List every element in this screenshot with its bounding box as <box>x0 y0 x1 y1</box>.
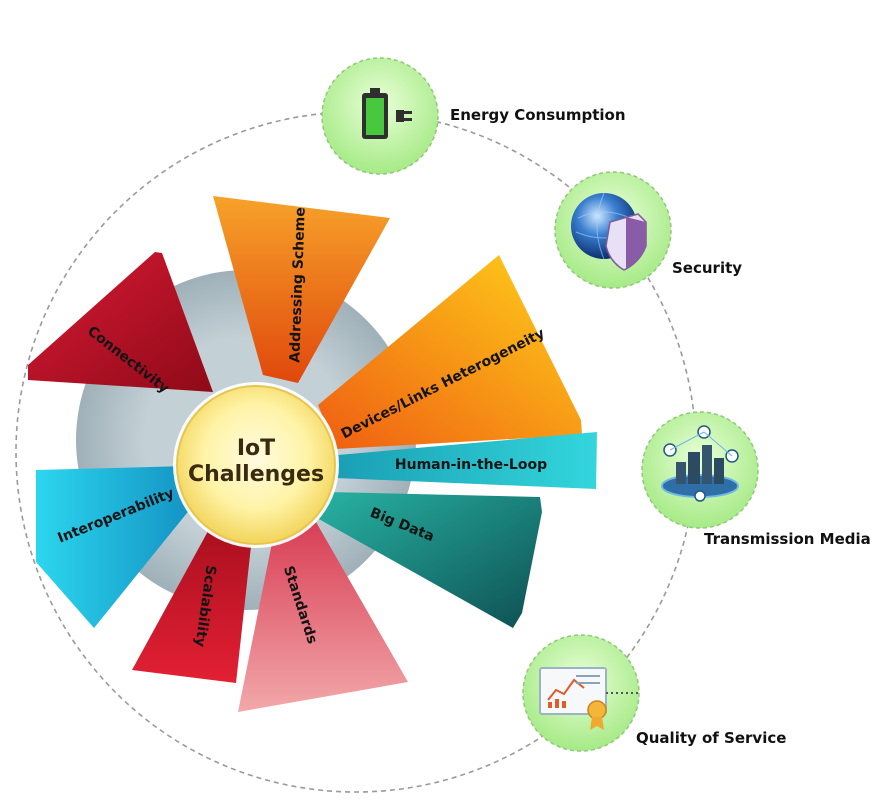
segment-scalability[interactable] <box>132 522 253 683</box>
label-energy-consumption: Energy Consumption <box>450 106 626 124</box>
segment-standards[interactable] <box>238 522 408 712</box>
segment-human-in-the-loop[interactable] <box>336 432 597 489</box>
segment-addressing-scheme[interactable] <box>213 196 390 383</box>
label-addressing-scheme: Addressing Scheme <box>287 207 308 363</box>
segment-big-data[interactable] <box>317 492 542 628</box>
external-energy-consumption[interactable]: Energy Consumption <box>321 57 626 175</box>
center-title-line2: Challenges <box>188 462 324 487</box>
external-quality-of-service[interactable]: Quality of Service <box>522 634 786 752</box>
center-hub: IoT Challenges <box>173 382 339 548</box>
globe-shield-icon <box>571 192 647 271</box>
segment-connectivity[interactable] <box>28 252 213 392</box>
label-transmission-media: Transmission Media <box>704 530 871 548</box>
battery-plug-icon <box>362 88 412 139</box>
segment-interoperability[interactable] <box>36 466 191 628</box>
label-security: Security <box>672 259 742 277</box>
segment-devices-heterogeneity[interactable] <box>318 255 582 449</box>
center-title-line1: IoT <box>237 436 275 461</box>
smart-city-wifi-icon <box>661 425 739 502</box>
external-transmission-media[interactable]: Transmission Media <box>641 411 871 548</box>
certificate-chart-icon <box>539 667 607 730</box>
label-human-in-the-loop: Human-in-the-Loop <box>395 457 547 473</box>
segments <box>28 196 597 712</box>
external-security[interactable]: Security <box>554 171 742 289</box>
label-quality-of-service: Quality of Service <box>636 729 786 747</box>
